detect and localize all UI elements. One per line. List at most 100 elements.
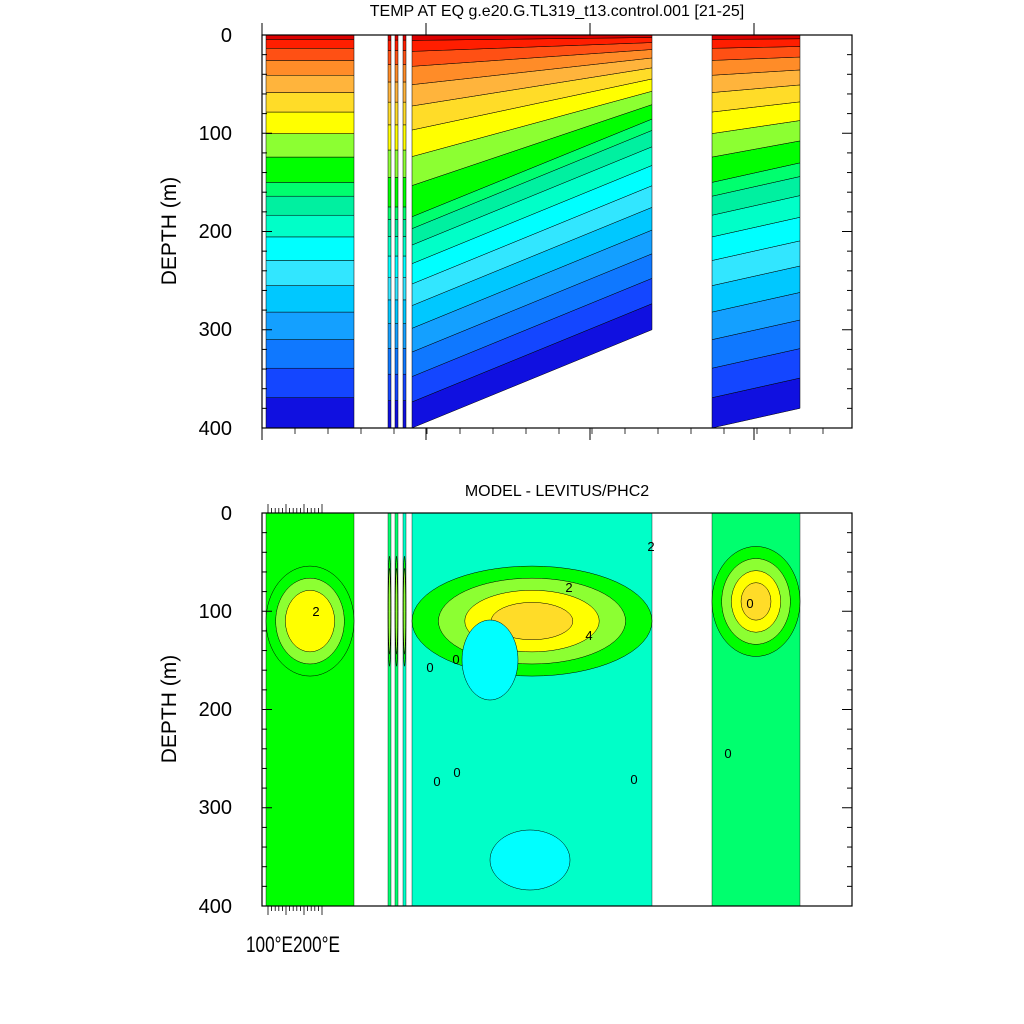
top-ticks [261,23,852,440]
temp-band [402,277,407,301]
temp-band [265,35,355,40]
anomaly-contour [285,590,335,653]
temp-band [387,149,392,178]
temp-band [402,299,407,324]
anomaly-contour [461,619,519,701]
temp-band [265,214,355,238]
bottom-xtick-label: 100°E200°E [246,932,340,957]
contour-label: 0 [426,660,433,675]
anomaly-contour [403,568,406,655]
contour-label: 0 [630,772,637,787]
temp-band [402,101,407,126]
anomaly-contour [395,568,398,655]
top-ylabel: DEPTH (m) [158,177,181,286]
temp-band [394,50,399,65]
temp-band [265,285,355,313]
temp-band [387,348,392,375]
temp-band [394,299,399,324]
anomaly-contour [740,582,772,621]
temp-band [387,35,392,41]
top-temperature-field [265,35,801,428]
temp-band [711,38,801,49]
contour-label: 0 [746,596,753,611]
bottom-ytick-400: 400 [199,896,232,918]
temp-band [265,60,355,76]
temp-band [394,64,399,83]
top-plot-area [265,35,801,428]
temp-band [394,400,399,428]
temp-band [387,50,392,65]
contour-label: 2 [647,539,654,554]
temp-band [265,367,355,398]
temp-band [387,81,392,103]
contour-label: 0 [724,746,731,761]
top-ytick-200: 200 [199,221,232,243]
temp-band [402,177,407,208]
anomaly-background [387,513,392,906]
temp-band [394,149,399,178]
temp-band [402,124,407,151]
temp-band [265,156,355,183]
temp-band [387,39,392,51]
temp-band [394,323,399,349]
temp-band [265,92,355,113]
temp-band [394,177,399,208]
temp-band [387,277,392,301]
temp-band [394,219,399,237]
temp-band [387,323,392,349]
temp-band [402,255,407,278]
temp-band [402,348,407,375]
temp-band [394,35,399,41]
contour-label: 4 [585,628,592,643]
contour-label: 0 [452,652,459,667]
top-ytick-400: 400 [199,418,232,440]
temp-band [265,182,355,197]
bottom-ytick-300: 300 [199,797,232,819]
temp-band [394,39,399,51]
temp-band [402,373,407,401]
bottom-title: MODEL - LEVITUS/PHC2 [465,483,649,500]
temp-band [402,400,407,428]
temp-band [265,48,355,61]
temp-band [394,81,399,103]
anomaly-background [394,513,399,906]
temp-band [394,124,399,151]
top-ytick-100: 100 [199,123,232,145]
temp-band [265,260,355,286]
temp-band [265,339,355,369]
top-ytick-300: 300 [199,319,232,341]
temp-band [265,311,355,340]
temp-band [394,348,399,375]
temp-band [265,195,355,216]
temp-band [402,219,407,237]
temp-band [394,255,399,278]
temp-band [387,255,392,278]
temp-band [387,177,392,208]
temp-band [265,111,355,134]
top-panel: TEMP AT EQ g.e20.G.TL319_t13.control.001… [158,3,853,440]
temp-band [402,81,407,103]
temp-band [402,64,407,83]
bottom-panel: MODEL - LEVITUS/PHC2 0 100 200 300 400 D… [158,483,853,957]
contour-label: 0 [433,774,440,789]
temp-band [387,373,392,401]
temp-band [387,206,392,220]
temp-band [265,397,355,428]
top-title: TEMP AT EQ g.e20.G.TL319_t13.control.001… [370,3,744,20]
temp-band [387,400,392,428]
temp-band [394,373,399,401]
temp-band [402,323,407,349]
temp-band [387,64,392,83]
bottom-ylabel: DEPTH (m) [158,655,181,764]
temp-band [402,149,407,178]
anomaly-contour [489,829,571,891]
temp-band [711,35,801,40]
contour-label: 2 [312,604,319,619]
contour-label: 2 [565,580,572,595]
temp-band [394,206,399,220]
bottom-ytick-200: 200 [199,699,232,721]
temp-band [402,206,407,220]
temp-band [265,39,355,49]
